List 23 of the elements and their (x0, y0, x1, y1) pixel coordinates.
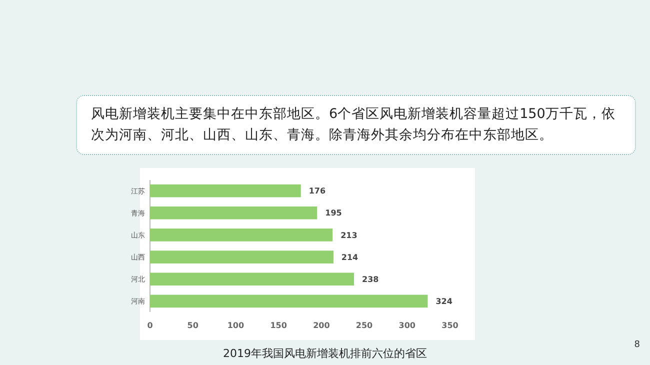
data-label: 195 (325, 208, 342, 218)
x-tick-label: 0 (147, 321, 154, 330)
x-tick-label: 150 (270, 321, 288, 330)
bar (150, 272, 354, 286)
bar (150, 294, 428, 308)
data-label: 213 (340, 230, 358, 240)
text: 2019年我国风电新增装机排前六位的省区 (223, 347, 427, 360)
bar (150, 250, 334, 264)
x-tick-label: 250 (356, 321, 374, 330)
x-tick-label: 100 (227, 321, 244, 330)
x-tick-label: 200 (313, 321, 330, 330)
data-label: 324 (436, 296, 453, 306)
data-label: 214 (341, 252, 359, 262)
text: 8 (634, 340, 640, 350)
x-tick-label: 50 (187, 321, 199, 330)
x-tick-label: 300 (398, 321, 416, 330)
data-label: 176 (308, 186, 326, 196)
bar (150, 206, 318, 220)
x-tick-label: 350 (442, 321, 459, 330)
chart-subtitle: 风电新增装机主要集中在中东部地区。6个省区风电新增装机容量超过150万千瓦，依次为河南、河北、山西、山东、青海。除青海外其余均分布在中东部地区。 (76, 95, 636, 155)
data-label: 238 (362, 274, 380, 284)
bar (150, 184, 301, 198)
bar (150, 228, 333, 242)
